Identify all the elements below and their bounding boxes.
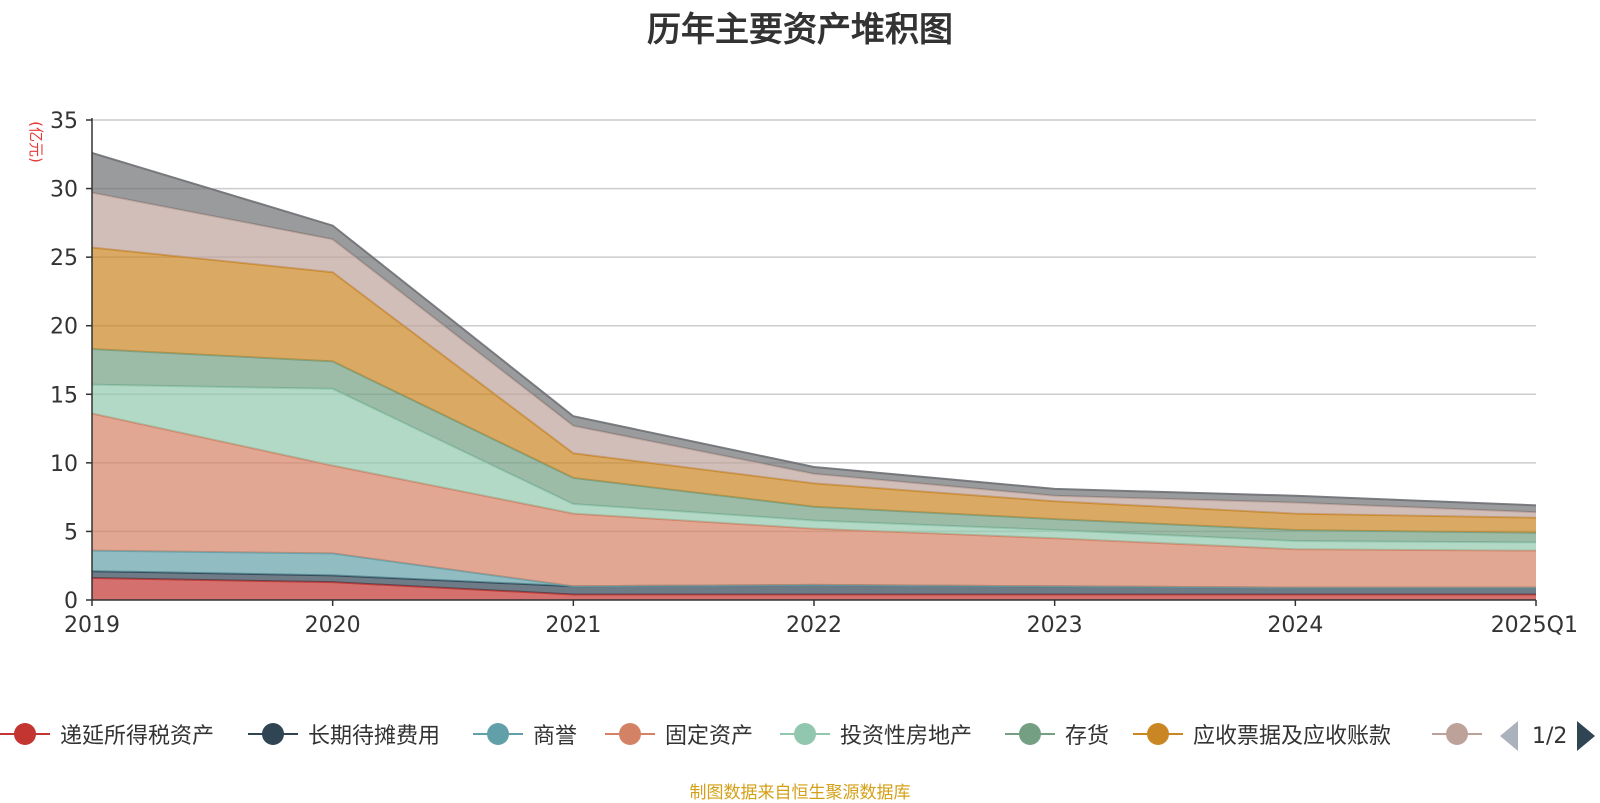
y-axis-unit-label: (亿元) — [27, 121, 45, 163]
legend-next-page-arrow-icon[interactable] — [1577, 721, 1596, 751]
legend-item-2[interactable]: 商誉 — [473, 716, 577, 752]
legend-pager: 1/2 — [1500, 716, 1596, 756]
source-note: 制图数据来自恒生聚源数据库 — [689, 783, 911, 803]
y-tick-label: 30 — [50, 178, 78, 203]
legend-page-indicator: 1/2 — [1532, 723, 1568, 749]
legend-prev-page-arrow-icon[interactable] — [1500, 721, 1518, 751]
legend-marker-icon — [473, 716, 523, 752]
legend-marker-icon — [248, 716, 298, 752]
legend-marker-icon — [1005, 716, 1055, 752]
x-tick-label: 2019 — [64, 613, 120, 638]
area-series-6[interactable] — [92, 247, 1536, 533]
legend-label: 固定资产 — [665, 724, 754, 749]
legend-label: 长期待摊费用 — [308, 724, 441, 749]
legend-label: 存货 — [1065, 724, 1110, 749]
legend-item-4[interactable]: 投资性房地产 — [780, 716, 972, 752]
legend-item-5[interactable]: 存货 — [1005, 716, 1109, 752]
legend-marker-icon — [0, 716, 50, 752]
legend-item-3[interactable]: 固定资产 — [605, 716, 753, 752]
area-series-5[interactable] — [92, 349, 1536, 543]
legend-label: 商誉 — [533, 724, 578, 749]
area-series-2[interactable] — [92, 550, 1536, 588]
x-tick-label: 2024 — [1267, 613, 1323, 638]
x-tick-label: 2023 — [1027, 613, 1083, 638]
y-tick-label: 35 — [50, 109, 78, 134]
x-tick-label: 2025Q1 — [1491, 613, 1578, 638]
y-tick-label: 25 — [50, 246, 78, 271]
legend-marker-icon — [605, 716, 655, 752]
chart-title: 历年主要资产堆积图 — [647, 10, 953, 50]
x-tick-label: 2021 — [545, 613, 601, 638]
area-series-1[interactable] — [92, 571, 1536, 595]
series-line-8 — [91, 151, 1537, 507]
legend-label: 投资性房地产 — [840, 724, 973, 749]
legend-item-6[interactable]: 应收票据及应收账款 — [1133, 716, 1391, 752]
series-line-6 — [91, 246, 1537, 519]
legend-label: 递延所得税资产 — [60, 724, 215, 749]
y-tick-label: 5 — [64, 520, 78, 545]
area-series-7[interactable] — [92, 192, 1536, 518]
area-series — [91, 151, 1537, 600]
legend-marker-icon — [1133, 716, 1183, 752]
x-tick-label: 2022 — [786, 613, 842, 638]
legend-item-1[interactable]: 长期待摊费用 — [248, 716, 440, 752]
legend-item-0[interactable]: 递延所得税资产 — [0, 716, 214, 752]
y-tick-label: 15 — [50, 383, 78, 408]
x-tick-label: 2020 — [305, 613, 361, 638]
area-series-4[interactable] — [92, 384, 1536, 551]
axes: 0 5 10 15 20 25 30 35 2019 2020 2021 2022 2023 2024 20… — [50, 109, 1578, 638]
legend-marker-icon — [1432, 716, 1482, 752]
y-tick-label: 20 — [50, 315, 78, 340]
legend-marker-icon — [780, 716, 830, 752]
legend-label: 应收票据及应收账款 — [1193, 724, 1392, 749]
legend-item-7[interactable] — [1432, 716, 1492, 752]
y-tick-label: 10 — [50, 452, 78, 477]
y-tick-label: 0 — [64, 589, 78, 614]
legend: 递延所得税资产 长期待摊费用 商誉 固定资产 投资性房地产 存货 应收票据及应收账款 — [0, 716, 1600, 756]
